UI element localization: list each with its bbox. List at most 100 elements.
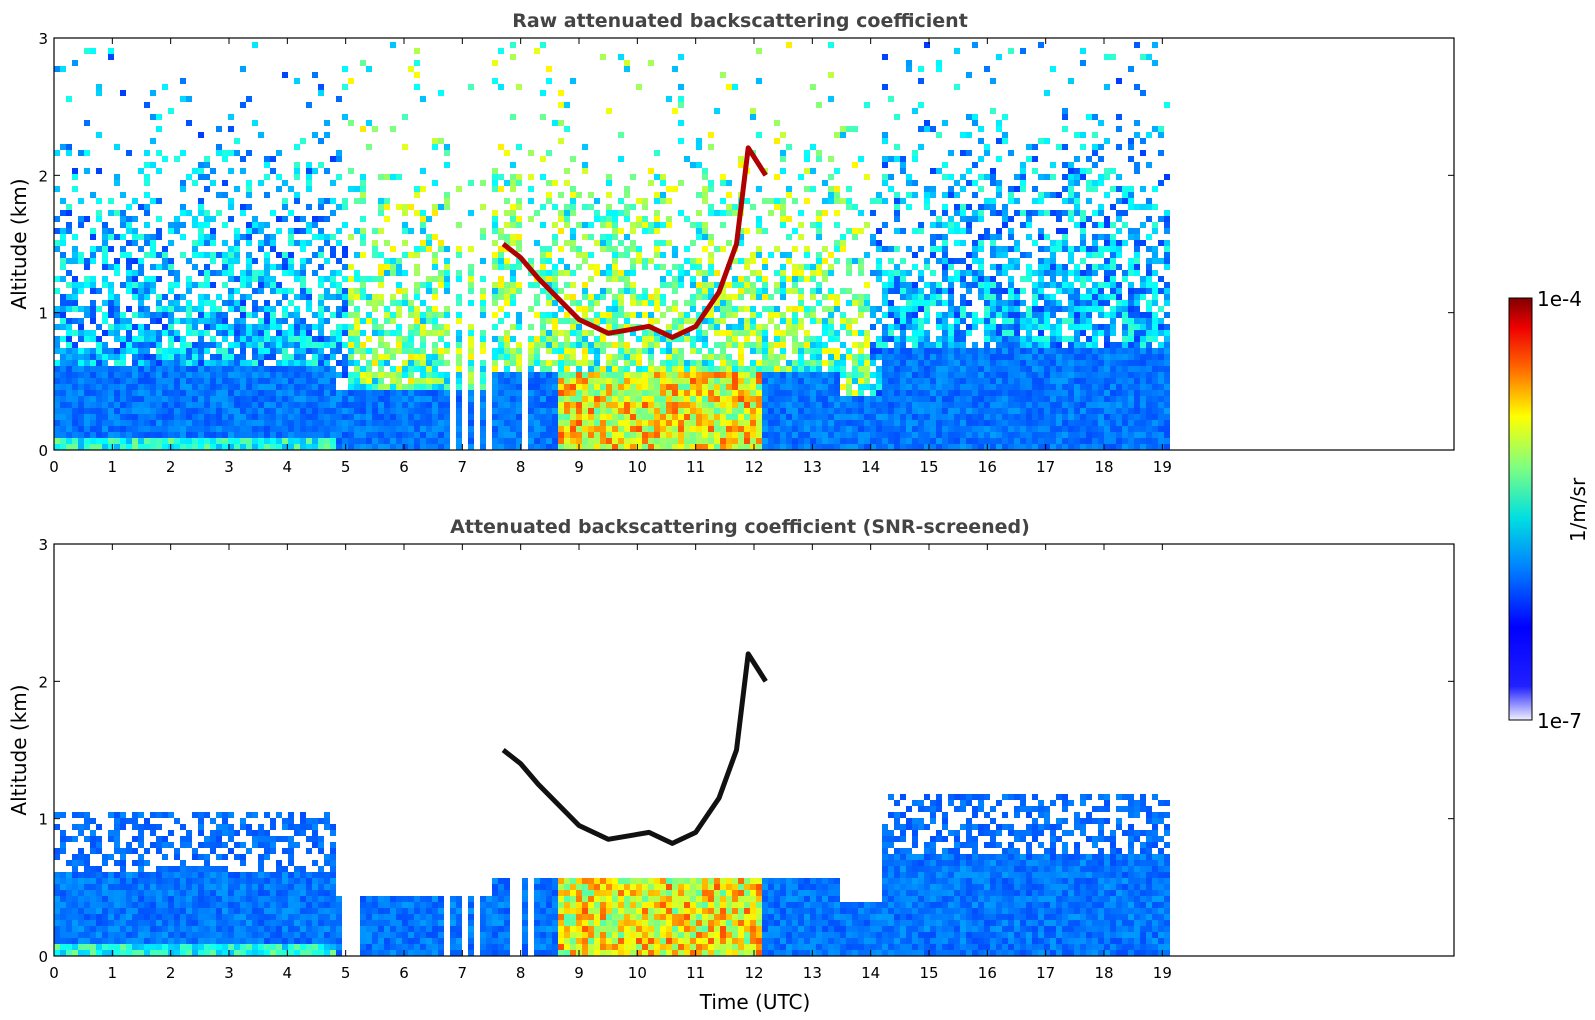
- heatmap-cell: [870, 396, 876, 402]
- heatmap-cell: [468, 366, 474, 372]
- heatmap-cell: [762, 360, 768, 366]
- heatmap-cell: [312, 444, 318, 450]
- heatmap-cell: [552, 234, 558, 240]
- heatmap-cell: [540, 246, 546, 252]
- heatmap-cell: [684, 396, 690, 402]
- heatmap-cell: [666, 240, 672, 246]
- heatmap-cell: [192, 306, 198, 312]
- heatmap-cell: [918, 384, 924, 390]
- heatmap-cell: [60, 378, 66, 384]
- heatmap-cell: [102, 342, 108, 348]
- heatmap-cell: [72, 306, 78, 312]
- heatmap-cell: [72, 60, 78, 66]
- heatmap-cell: [300, 318, 306, 324]
- heatmap-cell: [132, 432, 138, 438]
- heatmap-cell: [930, 240, 936, 246]
- heatmap-cell: [114, 324, 120, 330]
- heatmap-cell: [738, 372, 744, 378]
- heatmap-cell: [402, 222, 408, 228]
- heatmap-cell: [852, 330, 858, 336]
- heatmap-cell: [282, 348, 288, 354]
- heatmap-cell: [726, 294, 732, 300]
- heatmap-cell: [72, 246, 78, 252]
- heatmap-cell: [834, 432, 840, 438]
- heatmap-cell: [648, 444, 654, 450]
- heatmap-cell: [792, 342, 798, 348]
- heatmap-cell: [144, 402, 150, 408]
- heatmap-cell: [216, 354, 222, 360]
- heatmap-cell: [414, 396, 420, 402]
- heatmap-cell: [156, 372, 162, 378]
- heatmap-cell: [510, 180, 516, 186]
- heatmap-cell: [132, 240, 138, 246]
- heatmap-cell: [234, 342, 240, 348]
- heatmap-cell: [768, 438, 774, 444]
- heatmap-cell: [102, 402, 108, 408]
- heatmap-cell: [606, 210, 612, 216]
- heatmap-cell: [324, 234, 330, 240]
- heatmap-cell: [228, 366, 234, 372]
- heatmap-cell: [804, 438, 810, 444]
- heatmap-cell: [90, 192, 96, 198]
- heatmap-cell: [138, 288, 144, 294]
- heatmap-cell: [114, 300, 120, 306]
- heatmap-cell: [384, 204, 390, 210]
- heatmap-cell: [720, 210, 726, 216]
- heatmap-cell: [918, 330, 924, 336]
- heatmap-cell: [240, 384, 246, 390]
- heatmap-cell: [96, 354, 102, 360]
- heatmap-cell: [894, 438, 900, 444]
- heatmap-cell: [816, 258, 822, 264]
- heatmap-cell: [456, 360, 462, 366]
- heatmap-cell: [984, 198, 990, 204]
- heatmap-cell: [726, 306, 732, 312]
- heatmap-cell: [312, 360, 318, 366]
- heatmap-cell: [888, 186, 894, 192]
- heatmap-cell: [726, 426, 732, 432]
- heatmap-cell: [708, 288, 714, 294]
- heatmap-cell: [630, 282, 636, 288]
- heatmap-cell: [900, 306, 906, 312]
- heatmap-cell: [732, 444, 738, 450]
- heatmap-cell: [408, 204, 414, 210]
- heatmap-cell: [798, 306, 804, 312]
- heatmap-cell: [60, 318, 66, 324]
- heatmap-cell: [690, 366, 696, 372]
- heatmap-cell: [264, 276, 270, 282]
- heatmap-cell: [912, 420, 918, 426]
- heatmap-cell: [138, 384, 144, 390]
- heatmap-cell: [132, 258, 138, 264]
- heatmap-cell: [174, 384, 180, 390]
- heatmap-cell: [948, 294, 954, 300]
- heatmap-cell: [498, 144, 504, 150]
- heatmap-cell: [678, 54, 684, 60]
- heatmap-cell: [642, 198, 648, 204]
- heatmap-cell: [618, 402, 624, 408]
- heatmap-cell: [504, 408, 510, 414]
- heatmap-cell: [588, 252, 594, 258]
- heatmap-cell: [858, 426, 864, 432]
- heatmap-cell: [714, 354, 720, 360]
- heatmap-cell: [102, 390, 108, 396]
- heatmap-cell: [564, 390, 570, 396]
- heatmap-cell: [528, 396, 534, 402]
- heatmap-cell: [138, 396, 144, 402]
- heatmap-cell: [360, 330, 366, 336]
- heatmap-cell: [558, 348, 564, 354]
- heatmap-cell: [858, 348, 864, 354]
- heatmap-cell: [630, 396, 636, 402]
- heatmap-cell: [990, 300, 996, 306]
- heatmap-cell: [540, 90, 546, 96]
- heatmap-cell: [696, 192, 702, 198]
- heatmap-cell: [384, 198, 390, 204]
- heatmap-cell: [102, 444, 108, 450]
- heatmap-cell: [96, 216, 102, 222]
- heatmap-cell: [768, 378, 774, 384]
- heatmap-cell: [858, 264, 864, 270]
- heatmap-cell: [414, 318, 420, 324]
- heatmap-cell: [768, 366, 774, 372]
- heatmap-cell: [942, 378, 948, 384]
- heatmap-cell: [324, 378, 330, 384]
- heatmap-cell: [360, 234, 366, 240]
- heatmap-cell: [156, 150, 162, 156]
